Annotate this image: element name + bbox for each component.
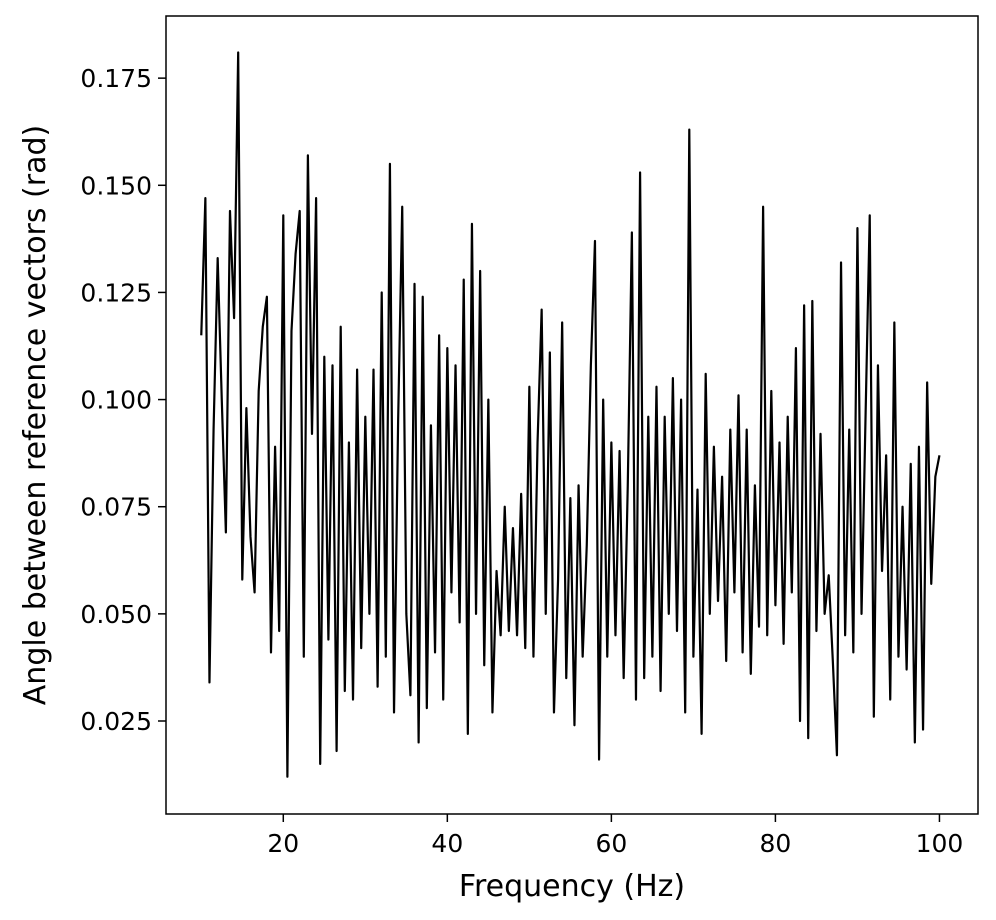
x-tick-label: 20 <box>267 829 299 858</box>
x-tick-label: 40 <box>431 829 463 858</box>
x-tick-label: 80 <box>760 829 792 858</box>
y-tick-label: 0.175 <box>80 64 152 93</box>
y-tick-label: 0.025 <box>80 707 152 736</box>
plot-frame <box>165 15 979 815</box>
x-axis-label: Frequency (Hz) <box>459 869 685 904</box>
y-tick-label: 0.125 <box>80 278 152 307</box>
x-tick-label: 100 <box>916 829 964 858</box>
y-axis-label: Angle between reference vectors (rad) <box>18 125 53 705</box>
y-tick-label: 0.150 <box>80 171 152 200</box>
y-tick-label: 0.075 <box>80 493 152 522</box>
y-tick-label: 0.050 <box>80 600 152 629</box>
y-tick-label: 0.100 <box>80 386 152 415</box>
data-line <box>200 51 941 778</box>
x-tick-label: 60 <box>595 829 627 858</box>
